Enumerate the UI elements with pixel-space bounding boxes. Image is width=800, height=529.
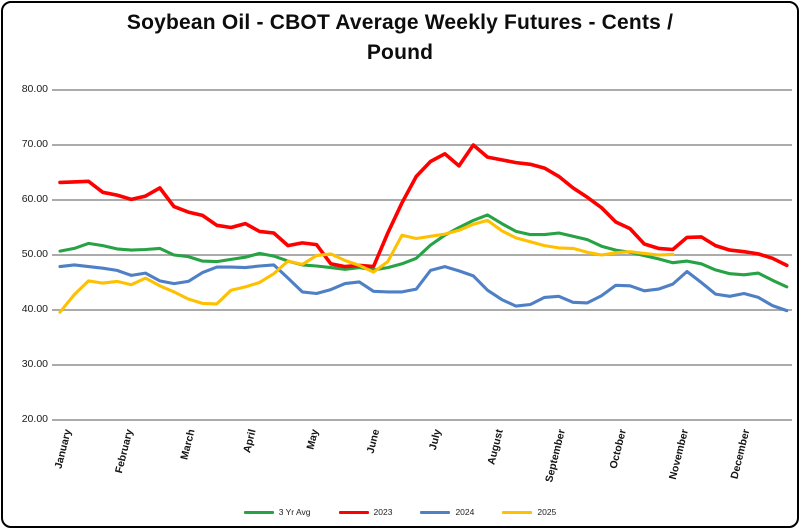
legend-label: 2024 [455,507,475,517]
y-tick-label: 20.00 [21,413,48,425]
legend-line-swatch [502,510,533,514]
y-tick-label: 70.00 [21,138,48,150]
y-tick-label: 40.00 [21,303,48,315]
series-line-2025 [58,218,675,314]
chart-legend: 3 Yr Avg 2023 2024 2025 [0,507,800,517]
chart-title: Soybean Oil - CBOT Average Weekly Future… [0,8,800,69]
legend-line-swatch [243,510,274,514]
y-tick-label: 80.00 [21,83,48,95]
legend-label: 2023 [373,507,393,517]
series-line-2023 [58,143,789,269]
legend-item-2025: 2025 [502,507,556,517]
y-tick-label: 50.00 [21,248,48,260]
y-tick-label: 30.00 [21,358,48,370]
legend-line-swatch [420,510,451,514]
legend-item-2024: 2024 [420,507,474,517]
chart-title-line-2: Pound [366,41,434,65]
legend-item-3-yr-avg: 3 Yr Avg [243,507,311,517]
legend-label: 2025 [537,507,557,517]
legend-item-2023: 2023 [338,507,393,517]
series-line-3-yr-avg [58,213,789,289]
y-tick-label: 60.00 [21,193,48,205]
chart-title-line-1: Soybean Oil - CBOT Average Weekly Future… [126,11,674,34]
series-line-2024 [58,263,789,313]
legend-label: 3 Yr Avg [278,507,311,517]
legend-line-swatch [338,510,369,514]
